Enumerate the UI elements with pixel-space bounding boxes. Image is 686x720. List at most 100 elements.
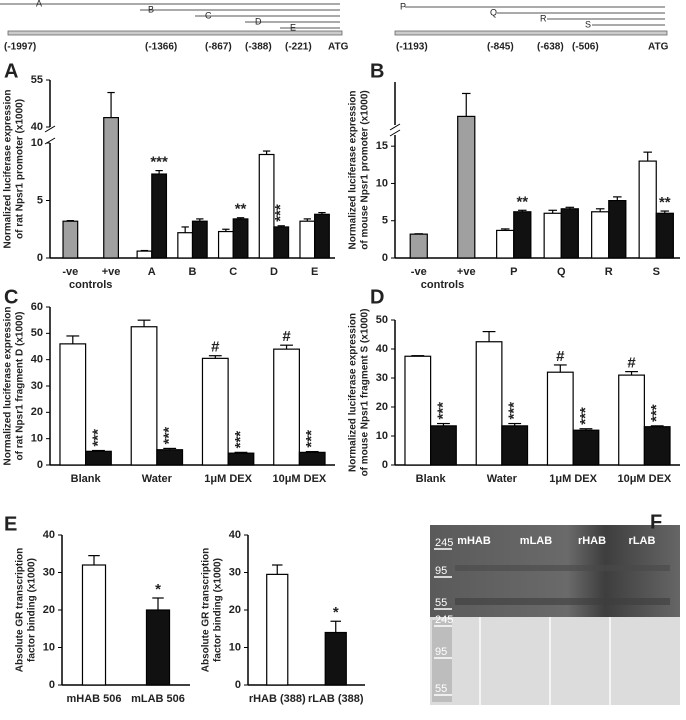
y-tick-label: 20 bbox=[229, 604, 241, 616]
bar bbox=[103, 116, 120, 259]
x-tick-label: R bbox=[605, 266, 613, 278]
fragment-label: A bbox=[36, 0, 42, 8]
panel-letter: E bbox=[4, 513, 17, 535]
x-tick-label: Blank bbox=[71, 473, 102, 485]
x-tick-label: A bbox=[148, 266, 156, 278]
y-tick-label: 30 bbox=[229, 566, 241, 578]
bar bbox=[266, 573, 289, 686]
x-tick-label: rHAB (388) bbox=[249, 693, 306, 705]
y-tick-label: 10 bbox=[31, 137, 43, 149]
y-tick-label: 40 bbox=[31, 354, 43, 366]
x-tick-label: 10μM DEX bbox=[272, 473, 326, 485]
marker-label: 95 bbox=[435, 565, 447, 577]
chart: D Normalized luciferase expression of mous… bbox=[348, 286, 680, 485]
bar bbox=[591, 211, 610, 259]
position-label: (-1193) bbox=[396, 42, 428, 53]
bar bbox=[298, 451, 326, 466]
significance: *** bbox=[232, 431, 249, 449]
significance: *** bbox=[506, 402, 523, 420]
bar bbox=[324, 631, 347, 686]
significance: # bbox=[627, 355, 636, 372]
fragment-label: C bbox=[205, 10, 212, 20]
promoter-bar bbox=[7, 30, 343, 36]
bar bbox=[608, 200, 627, 259]
position-label: (-638) bbox=[537, 42, 564, 53]
fragment-label: E bbox=[290, 22, 296, 32]
bar bbox=[217, 230, 234, 259]
y-tick-label: 40 bbox=[31, 121, 43, 133]
x-tick-label: mLAB 506 bbox=[131, 693, 185, 705]
bar bbox=[136, 250, 153, 259]
y-axis-label: Normalized luciferase expression bbox=[3, 307, 14, 466]
y-axis-label: of rat Npsr1 promoter (x1000) bbox=[15, 99, 26, 239]
y-tick-label: 50 bbox=[31, 327, 43, 339]
bar bbox=[655, 212, 674, 259]
bar bbox=[191, 220, 208, 259]
x-tick-label: P bbox=[510, 266, 517, 278]
bar bbox=[457, 115, 476, 259]
y-tick-label: 20 bbox=[31, 406, 43, 418]
position-label: (-1366) bbox=[145, 42, 177, 53]
position-label: (-867) bbox=[205, 42, 232, 53]
y-tick-label: 0 bbox=[37, 459, 43, 471]
bar bbox=[81, 564, 107, 686]
bar bbox=[475, 341, 503, 466]
bar bbox=[404, 355, 432, 466]
y-axis-label: Absolute GR transcription bbox=[201, 548, 212, 672]
ladder bbox=[432, 620, 452, 702]
significance: # bbox=[556, 348, 565, 365]
x-tick-label: rLAB (388) bbox=[308, 693, 364, 705]
atg-label: ATG bbox=[328, 42, 349, 53]
fragment-label: R bbox=[540, 13, 547, 23]
significance: *** bbox=[89, 429, 106, 447]
fragment-label: P bbox=[400, 1, 406, 11]
chart: E Absolute GR transcription factor binding… bbox=[4, 513, 190, 705]
chart: Absolute GR transcription factor binding … bbox=[201, 529, 365, 705]
bar bbox=[59, 343, 87, 466]
position-label: (-845) bbox=[487, 42, 514, 53]
y-axis-label: of rat Npsr1 fragment D (x1000) bbox=[15, 312, 26, 461]
bar bbox=[177, 232, 194, 259]
chart: A Normalized luciferase expression of rat … bbox=[3, 60, 335, 291]
x-tick-label: +ve bbox=[102, 266, 121, 278]
bar bbox=[130, 326, 158, 466]
axis-break bbox=[44, 125, 56, 133]
x-tick-label: Blank bbox=[416, 473, 447, 485]
x-tick-label: -ve bbox=[62, 266, 78, 278]
category-group-label: controls bbox=[421, 279, 464, 291]
atg-label: ATG bbox=[648, 42, 669, 53]
y-tick-label: 30 bbox=[376, 372, 388, 384]
x-tick-label: B bbox=[189, 266, 197, 278]
significance: * bbox=[155, 581, 161, 598]
bar bbox=[151, 173, 168, 259]
position-label: (-221) bbox=[285, 42, 312, 53]
y-tick-label: 40 bbox=[376, 343, 388, 355]
y-tick-label: 60 bbox=[31, 301, 43, 313]
significance: *** bbox=[434, 402, 451, 420]
axis-break bbox=[389, 123, 401, 131]
x-tick-label: Q bbox=[557, 266, 566, 278]
bar bbox=[501, 425, 529, 466]
bar bbox=[232, 218, 249, 259]
bar bbox=[299, 220, 316, 259]
fragment-label: S bbox=[585, 19, 591, 29]
marker-label: 245 bbox=[435, 614, 453, 626]
position-label: (-388) bbox=[245, 42, 272, 53]
y-axis-label: Absolute GR transcription bbox=[15, 548, 26, 672]
panel-letter: B bbox=[370, 60, 384, 82]
y-axis-label: Normalized luciferase expression bbox=[348, 313, 359, 472]
bar bbox=[496, 229, 515, 259]
y-tick-label: 30 bbox=[31, 380, 43, 392]
blot bbox=[430, 525, 680, 705]
bar bbox=[227, 452, 255, 466]
fragment-label: B bbox=[148, 4, 154, 14]
significance: *** bbox=[648, 404, 665, 422]
marker-label: 55 bbox=[435, 683, 447, 695]
y-axis-label: of mouse Npsr1 fragment S (x1000) bbox=[360, 309, 371, 477]
bar bbox=[643, 426, 671, 466]
panel-letter: F bbox=[650, 511, 662, 533]
y-tick-label: 5 bbox=[37, 194, 43, 206]
lane-label: rLAB bbox=[629, 535, 656, 547]
bar bbox=[156, 449, 184, 466]
